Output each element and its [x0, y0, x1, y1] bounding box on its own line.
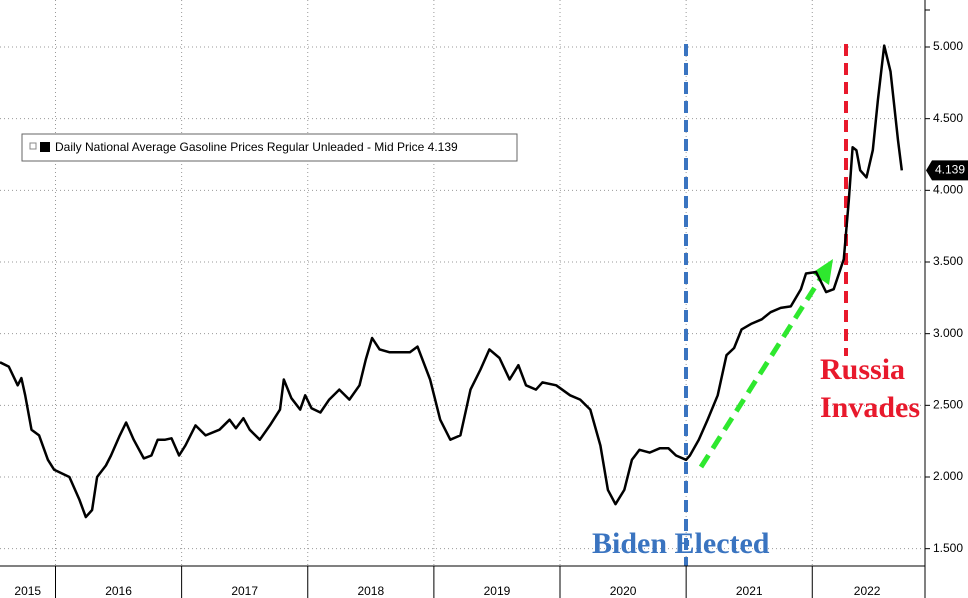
x-tick-label: 2015 — [14, 584, 41, 598]
trend-arrow — [698, 274, 825, 469]
x-tick-label: 2022 — [854, 584, 881, 598]
y-tick-label: 3.500 — [933, 254, 963, 268]
y-tick-label: 3.000 — [933, 326, 963, 340]
legend-last-value: 4.139 — [428, 140, 458, 154]
x-tick-label: 2016 — [105, 584, 132, 598]
x-tick-label: 2020 — [610, 584, 637, 598]
price-line — [0, 44, 904, 519]
x-tick-label: 2021 — [736, 584, 763, 598]
legend-box — [21, 133, 518, 162]
last-value-tag — [926, 160, 968, 181]
x-tick-label: 2018 — [357, 584, 384, 598]
y-tick-label: 4.500 — [933, 111, 963, 125]
x-tick-label: 2017 — [231, 584, 258, 598]
y-tick-label: 1.500 — [933, 541, 963, 555]
annotation: Russia — [820, 353, 905, 386]
y-tick-label: 5.000 — [933, 39, 963, 53]
y-tick-label: 2.000 — [933, 469, 963, 483]
annotation: Biden Elected — [592, 527, 770, 560]
legend-label: Daily National Average Gasoline Prices R… — [55, 140, 425, 154]
x-tick-label: 2019 — [484, 584, 511, 598]
legend-toggle — [29, 142, 37, 150]
y-tick-label: 4.000 — [933, 183, 963, 197]
legend-swatch — [40, 142, 50, 152]
annotation: Invades — [820, 391, 920, 424]
legend-text: Daily National Average Gasoline Prices R… — [55, 140, 458, 154]
y-tick-label: 2.500 — [933, 398, 963, 412]
trend-arrowhead — [812, 259, 833, 285]
last-value-label: 4.139 — [935, 163, 965, 177]
